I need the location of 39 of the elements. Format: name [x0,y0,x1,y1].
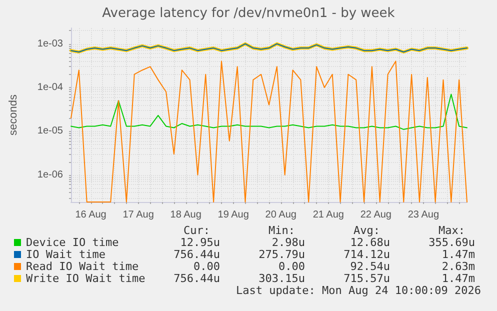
text: 756.44u [172,272,220,285]
text: 92.54u [349,260,390,273]
legend-label: Read IO Wait time [26,260,139,273]
y-tick-label: 1e-03 [37,38,64,50]
x-tick-label: 22 Aug [360,210,392,220]
text: Max: [438,224,465,237]
text: 0.00 [192,260,220,273]
text: 0.00 [278,260,305,273]
text: 715.57u [342,272,390,285]
x-tick-label: 20 Aug [265,210,296,220]
y-tick-label: 1e-06 [37,169,64,180]
text: Cur: [182,224,210,237]
text: 303.15u [258,272,305,285]
x-tick-label: 19 Aug [218,210,249,220]
text: 2.98u [270,236,305,249]
text: 756.44u [172,248,220,261]
y-tick-label: 1e-05 [37,126,64,137]
legend-label: Write IO Wait time [26,272,146,285]
y-tick-label: 1e-04 [37,82,64,94]
legend-label: Device IO time [26,236,119,249]
x-tick-label: 18 Aug [170,210,202,220]
text: 355.69u [428,236,475,249]
text: 1.47m [440,272,475,285]
legend-label: IO Wait time [26,248,106,261]
text: 2.63m [440,260,475,273]
text: 12.68u [349,236,390,249]
text: 714.12u [342,248,390,261]
text: 12.95u [179,236,220,249]
x-tick-label: 17 Aug [122,210,154,220]
text: Min: [268,224,295,237]
x-tick-label: 23 Aug [408,210,440,220]
text: 1.47m [440,248,475,261]
y-axis-title: seconds [8,94,20,136]
text: Last update: Mon Aug 24 10:00:09 2026 [236,284,481,297]
x-tick-label: 21 Aug [312,210,344,220]
chart-title: Average latency for /dev/nvme0n1 - by week [102,6,396,21]
text: 275.79u [258,248,305,261]
text: Avg: [352,224,380,237]
x-tick-label: 16 Aug [75,210,106,220]
